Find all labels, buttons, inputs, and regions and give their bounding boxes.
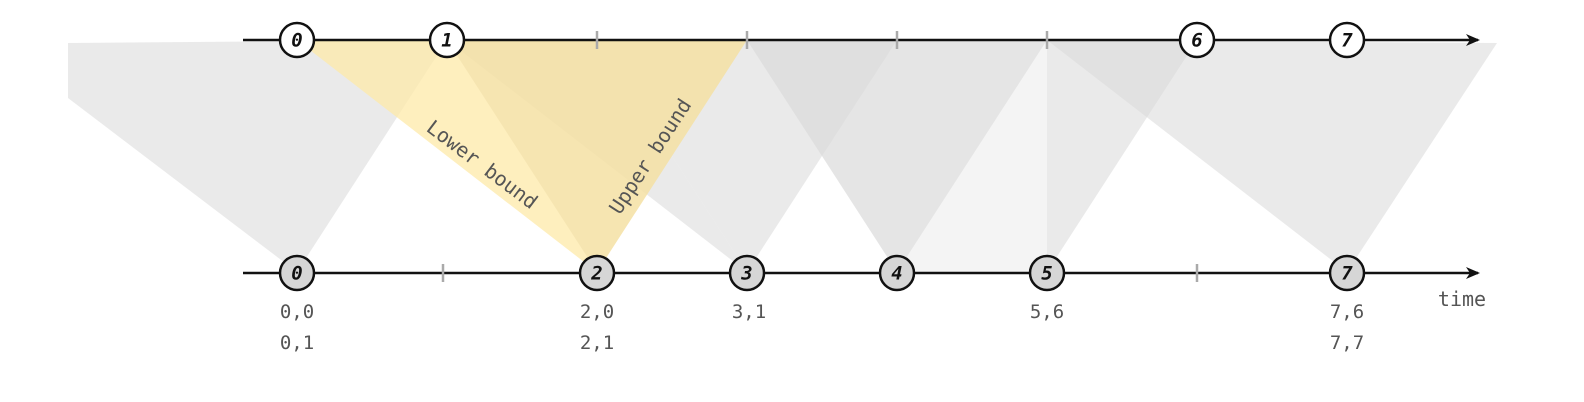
bottom-node-5: 5 xyxy=(1028,254,1066,292)
top-node-circle xyxy=(428,21,466,59)
bottom-node-circle xyxy=(578,254,616,292)
top-node-0: 0 xyxy=(278,21,316,59)
bottom-node-circle xyxy=(1328,254,1366,292)
tick-marks xyxy=(441,31,1199,282)
pair-label: 0,0 xyxy=(280,301,314,323)
pair-labels: 0,0 0,1 2,0 2,1 3,1 5,6 7,6 7,7 xyxy=(280,301,1364,354)
top-node-circle xyxy=(1178,21,1216,59)
bottom-node-label: 2 xyxy=(590,263,602,285)
top-node-label: 7 xyxy=(1341,30,1353,52)
pair-label: 2,1 xyxy=(580,332,614,354)
bottom-node-3: 3 xyxy=(728,254,766,292)
bottom-node-circle xyxy=(278,254,316,292)
pair-label: 2,0 xyxy=(580,301,614,323)
grey-region xyxy=(68,40,447,272)
bottom-node-label: 4 xyxy=(891,263,902,285)
bound-overlap xyxy=(447,40,747,272)
bottom-node-2: 2 xyxy=(578,254,616,292)
bottom-node-circle xyxy=(1028,254,1066,292)
grey-regions xyxy=(68,40,1497,272)
grey-region xyxy=(747,40,1047,272)
bottom-node-circle xyxy=(728,254,766,292)
pair-label: 5,6 xyxy=(1030,301,1064,323)
top-node-6: 6 xyxy=(1178,21,1216,59)
bottom-node-label: 5 xyxy=(1041,263,1052,285)
bottom-node-7: 7 xyxy=(1328,254,1366,292)
top-node-1: 1 xyxy=(428,21,466,59)
top-node-circle xyxy=(1328,21,1366,59)
pair-label: 7,7 xyxy=(1330,332,1364,354)
pair-label: 7,6 xyxy=(1330,301,1364,323)
grey-region xyxy=(747,40,1047,272)
top-node-label: 0 xyxy=(291,30,302,52)
top-node-label: 6 xyxy=(1191,30,1202,52)
bottom-node-label: 7 xyxy=(1341,263,1353,285)
pair-label: 3,1 xyxy=(732,301,766,323)
time-axis-label: time xyxy=(1438,287,1486,311)
bottom-node-circle xyxy=(878,254,916,292)
bottom-node-label: 3 xyxy=(740,263,752,285)
bottom-node-4: 4 xyxy=(878,254,916,292)
pair-label: 0,1 xyxy=(280,332,314,354)
top-node-label: 1 xyxy=(441,30,452,52)
top-node-7: 7 xyxy=(1328,21,1366,59)
bound-region xyxy=(297,40,747,272)
top-node-circle xyxy=(278,21,316,59)
bottom-node-label: 0 xyxy=(291,263,302,285)
bottom-node-0: 0 xyxy=(278,254,316,292)
grey-region xyxy=(1047,40,1497,272)
